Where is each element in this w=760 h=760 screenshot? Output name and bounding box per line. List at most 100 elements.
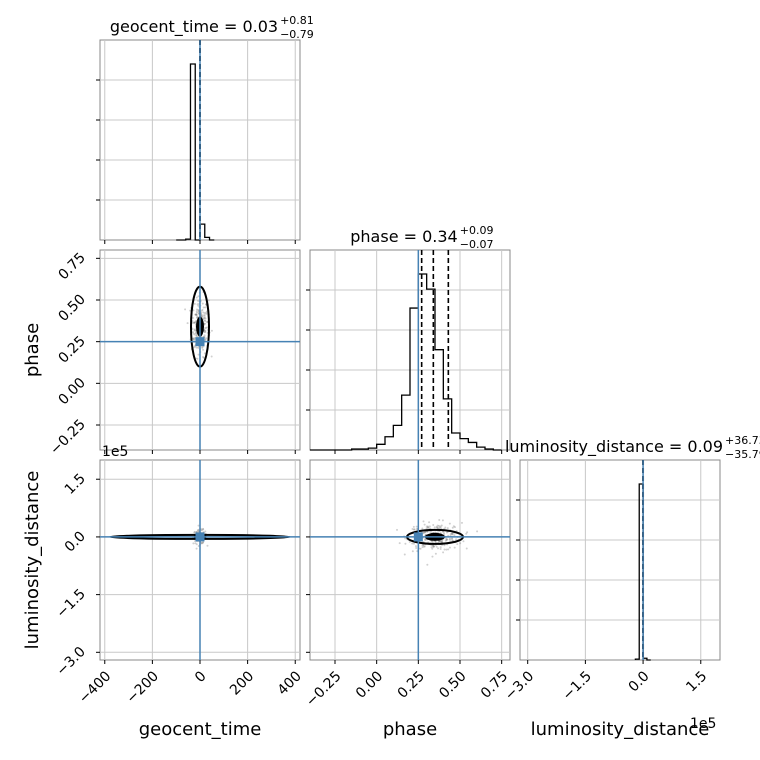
panel-luminosity-distance-vs-phase-sample-point [441,539,444,542]
panel-luminosity-distance-vs-phase-sample-point [452,525,455,528]
panel-phase-vs-geocent-time-sample-point [204,331,207,334]
hist-phase-bin [385,437,393,450]
panel-luminosity-distance-vs-geocent-time-sample-point [202,528,205,531]
hist-phase: phase = 0.34 +0.09−0.07 [306,224,511,454]
panel-phase-vs-geocent-time-sample-point [204,319,207,322]
xtick-label-geocent_time: 200 [227,668,257,698]
hist-geocent-time-bin [190,64,195,240]
panel-luminosity-distance-vs-phase-sample-point [412,542,415,545]
panel-phase-vs-geocent-time-sample-point [197,309,200,312]
panel-luminosity-distance-vs-phase-sample-point [404,537,407,540]
ylabel-phase: phase [22,323,43,377]
panel-phase-vs-geocent-time-sample-point [200,309,203,312]
panel-luminosity-distance-vs-phase-sample-point [445,548,448,551]
panel-phase-vs-geocent-time-sample-point [203,312,206,315]
panel-luminosity-distance-vs-phase-sample-point [451,532,454,535]
panel-phase-vs-geocent-time-sample-point [203,315,206,318]
panel-phase-vs-geocent-time-sample-point [203,316,206,319]
panel-phase-vs-geocent-time-sample-point [202,311,205,314]
panel-phase-vs-geocent-time-sample-point [204,329,207,332]
panel-phase-vs-geocent-time-sample-point [201,302,204,305]
panel-luminosity-distance-vs-geocent-time-sample-point [201,542,204,545]
hist-phase-bin [377,444,385,450]
panel-phase-vs-geocent-time-sample-point [205,337,208,340]
panel-luminosity-distance-vs-phase-sample-point [443,532,446,535]
panel-phase-vs-geocent-time-sample-point [202,348,205,351]
panel-luminosity-distance-vs-geocent-time-sample-point [201,529,204,532]
panel-luminosity-distance-vs-phase-sample-point [415,525,418,528]
panel-phase-vs-geocent-time-sample-point [193,321,196,324]
panel-luminosity-distance-vs-phase-sample-point [440,524,443,527]
title-sub-geocent-time: −0.79 [280,28,314,41]
panel-phase-vs-geocent-time-sample-point [195,334,198,337]
panel-luminosity-distance-vs-phase-sample-point [439,525,442,528]
xlabel-geocent-time: geocent_time [139,719,262,740]
title-phase: phase = 0.34 [350,227,457,246]
panel-phase-vs-geocent-time-sample-point [205,311,208,314]
xtick-label-luminosity_distance: −3.0 [502,668,537,703]
panel-luminosity-distance-vs-phase-truth-marker [413,532,423,542]
panel-luminosity-distance-vs-phase-sample-point [446,538,449,541]
panel-phase-vs-geocent-time-sample-point [195,310,198,313]
panel-phase-vs-geocent-time-sample-point [210,329,213,332]
ytick-label-luminosity_distance: −3.0 [53,644,88,679]
panel-luminosity-distance-vs-geocent-time-sample-point [201,527,204,530]
panel-luminosity-distance-vs-phase-sample-point [448,522,451,525]
hist-phase-bin [435,350,443,450]
panel-phase-vs-geocent-time-sample-point [193,333,196,336]
title-geocent-time: geocent_time = 0.03 [110,17,278,37]
offset-text-y: 1e5 [102,444,128,460]
panel-luminosity-distance-vs-geocent-time-sample-point [197,545,200,548]
panel-luminosity-distance-vs-phase-sample-point [456,543,459,546]
panel-luminosity-distance-vs-phase-sample-point [412,525,415,528]
ytick-label-phase: 0.75 [55,250,88,283]
panel-luminosity-distance-vs-phase-sample-point [440,541,443,544]
panel-luminosity-distance-vs-phase-sample-point [449,537,452,540]
panel-phase-vs-geocent-time-sample-point [203,330,206,333]
panel-phase-vs-geocent-time-sample-point [204,338,207,341]
panel-luminosity-distance-vs-geocent-time-sample-point [195,547,198,550]
panel-luminosity-distance-vs-phase-sample-point [436,531,439,534]
panel-luminosity-distance-vs-phase-sample-point [398,542,401,545]
panel-phase-vs-geocent-time-sample-point [206,321,209,324]
panel-luminosity-distance-vs-phase-sample-point [414,545,417,548]
panel-luminosity-distance-vs-phase-sample-point [436,526,439,529]
panel-luminosity-distance-vs-geocent-time-sample-point [197,530,200,533]
panel-phase-vs-geocent-time-sample-point [196,303,199,306]
panel-luminosity-distance-vs-phase-sample-point [424,538,427,541]
panel-luminosity-distance-vs-phase-sample-point [433,526,436,529]
panel-phase-vs-geocent-time-sample-point [197,299,200,302]
panel-luminosity-distance-vs-phase-sample-point [444,526,447,529]
panel-luminosity-distance-vs-phase-sample-point [432,545,435,548]
panel-luminosity-distance-vs-phase-sample-point [447,548,450,551]
panel-phase-vs-geocent-time-sample-point [195,334,198,337]
panel-luminosity-distance-vs-phase-sample-point [427,526,430,529]
title-sup-phase: +0.09 [460,224,494,237]
panel-luminosity-distance-vs-phase-sample-point [436,526,439,529]
panel-luminosity-distance-vs-phase-sample-point [438,518,441,521]
panel-luminosity-distance-vs-phase-sample-point [421,527,424,530]
panel-luminosity-distance-vs-phase-sample-point [437,524,440,527]
panel-luminosity-distance-vs-phase-sample-point [443,548,446,551]
panel-luminosity-distance-vs-phase-sample-point [442,551,445,554]
panel-phase-vs-geocent-time-sample-point [197,353,200,356]
xtick-label-phase: 0.25 [395,668,428,701]
ytick-label-phase: 0.00 [55,375,88,408]
panel-phase-vs-geocent-time-sample-point [195,308,198,311]
panel-luminosity-distance-vs-geocent-time-sample-point [193,530,196,533]
title-sup-geocent-time: +0.81 [280,14,314,27]
panel-luminosity-distance-vs-geocent-time-truth-marker [195,532,205,542]
panel-luminosity-distance-vs-phase-sample-point [453,546,456,549]
ytick-label-phase: 0.50 [55,292,88,325]
panel-luminosity-distance-vs-phase-sample-point [438,526,441,529]
panel-luminosity-distance-vs-phase-sample-point [424,531,427,534]
panel-phase-vs-geocent-time-sample-point [204,322,207,325]
panel-phase-vs-geocent-time-sample-point [200,315,203,318]
panel-phase-vs-geocent-time-sample-point [196,316,199,319]
panel-luminosity-distance-vs-phase-sample-point [413,528,416,531]
panel-luminosity-distance-vs-phase-sample-point [439,547,442,550]
panel-phase-vs-geocent-time-sample-point [203,352,206,355]
title-sub-luminosity-distance: −35.79 [725,448,760,461]
panel-luminosity-distance-vs-phase-sample-point [449,533,452,536]
offset-text-x: 1e5 [690,716,716,732]
